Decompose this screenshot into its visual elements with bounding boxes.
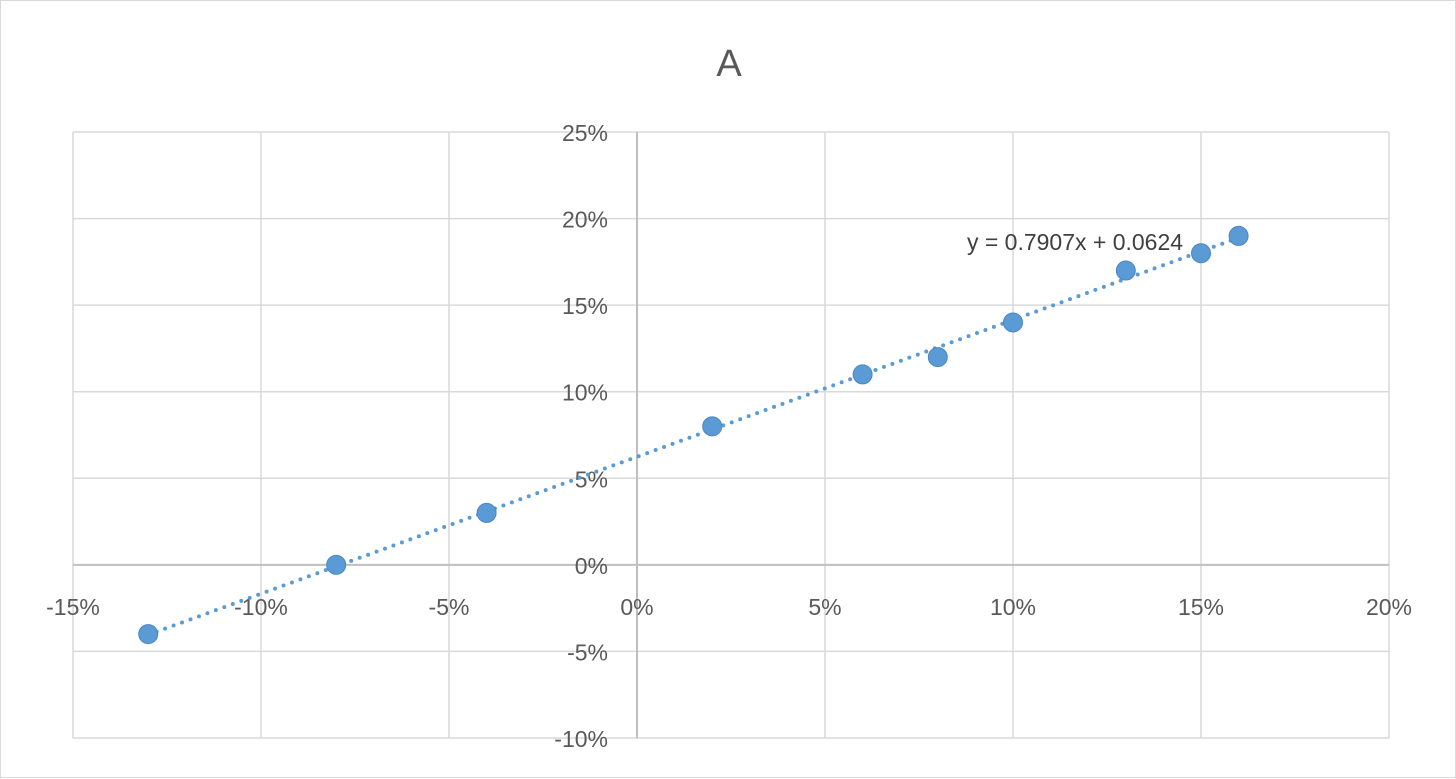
x-tick-label: -15%: [46, 594, 100, 620]
x-tick-label: 20%: [1366, 594, 1412, 620]
y-tick-label: 0%: [575, 553, 608, 579]
trendline: [146, 235, 1241, 637]
data-point: [138, 624, 159, 645]
x-tick-label: -10%: [234, 594, 288, 620]
y-tick-label: 10%: [562, 380, 608, 406]
grid-lines: [72, 131, 1390, 739]
data-point: [852, 364, 873, 385]
y-tick-label: 25%: [562, 120, 608, 146]
x-axis-tick-labels: -15% -10% -5% 0% 5% 10% 15% 20%: [46, 594, 1412, 620]
data-point: [927, 347, 948, 368]
data-point: [702, 416, 723, 437]
trendline-equation: y = 0.7907x + 0.0624: [967, 229, 1183, 255]
y-tick-label: 15%: [562, 293, 608, 319]
data-point: [1115, 260, 1136, 281]
x-tick-label: 15%: [1178, 594, 1224, 620]
data-point: [1003, 312, 1023, 333]
data-points: [138, 225, 1249, 645]
x-tick-label: -5%: [429, 594, 470, 620]
data-point: [1191, 243, 1211, 264]
y-tick-label: 20%: [562, 207, 608, 233]
x-tick-label: 5%: [808, 594, 841, 620]
chart-title: A: [716, 43, 742, 85]
y-axis-tick-labels: -10%-5%0%5%10%15%20%25%: [554, 120, 608, 752]
data-point: [1228, 225, 1249, 246]
x-tick-label: 10%: [990, 594, 1036, 620]
y-tick-label: -5%: [567, 639, 608, 665]
axes: [73, 132, 1389, 738]
y-tick-label: -10%: [554, 726, 608, 752]
trendline-group: [146, 235, 1241, 637]
data-point: [326, 554, 347, 575]
data-point: [476, 502, 497, 523]
x-tick-label: 0%: [620, 594, 653, 620]
